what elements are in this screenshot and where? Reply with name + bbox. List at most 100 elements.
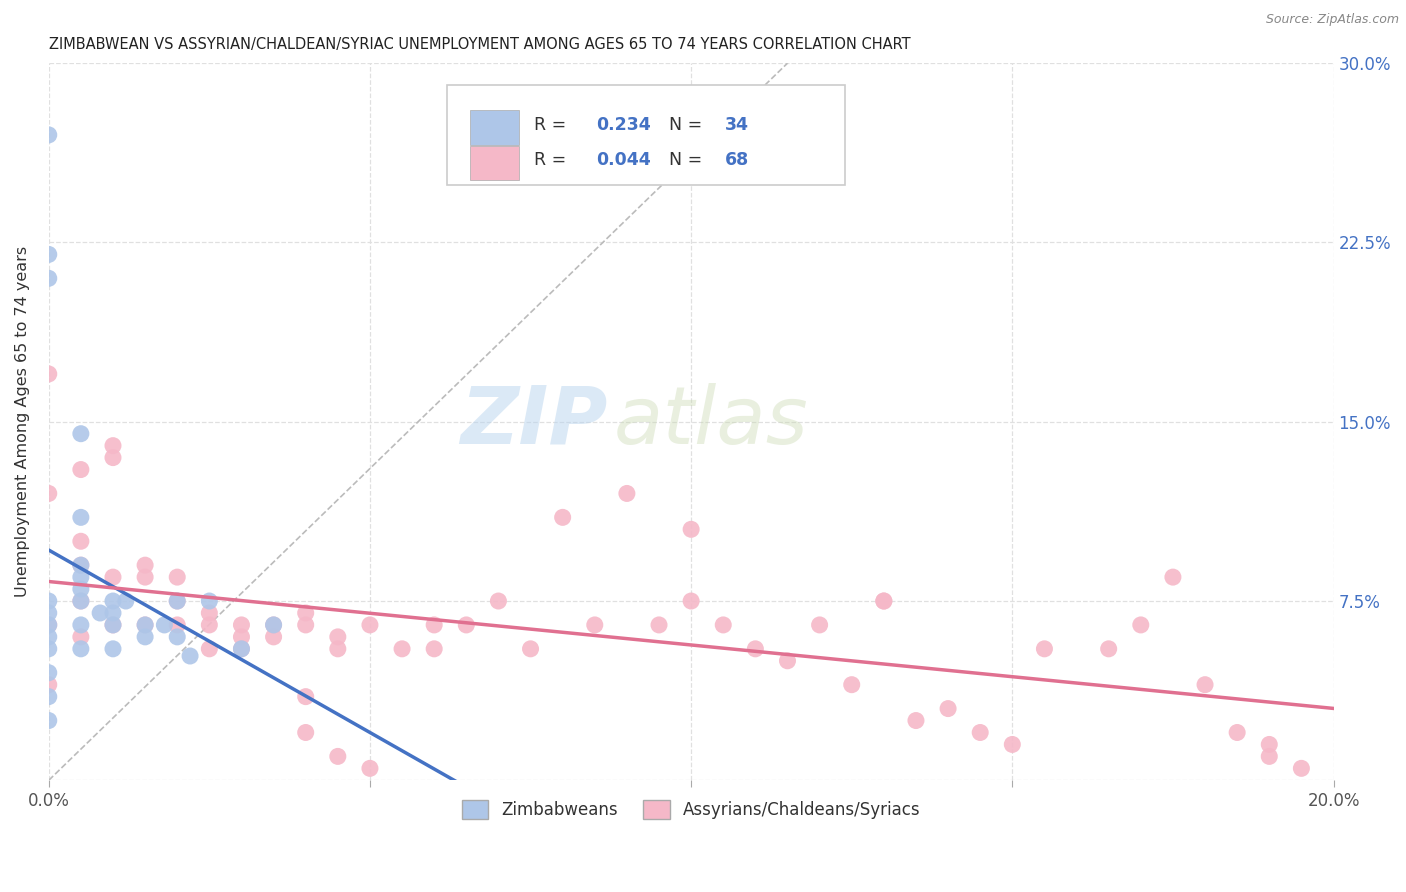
Text: Source: ZipAtlas.com: Source: ZipAtlas.com <box>1265 13 1399 27</box>
Point <box>263 618 285 632</box>
Point <box>38 678 60 692</box>
Point <box>38 618 60 632</box>
Point <box>1129 618 1152 632</box>
Point <box>263 630 285 644</box>
Text: R =: R = <box>534 151 572 169</box>
Point <box>326 749 349 764</box>
Point <box>70 534 93 549</box>
Point <box>294 690 316 704</box>
Point <box>231 641 253 656</box>
Point <box>423 641 446 656</box>
FancyBboxPatch shape <box>470 111 519 145</box>
Point <box>1258 749 1281 764</box>
Point <box>38 247 60 261</box>
Text: N =: N = <box>669 116 709 134</box>
Point <box>166 630 188 644</box>
Point <box>776 654 799 668</box>
Point <box>38 594 60 608</box>
Text: 68: 68 <box>724 151 749 169</box>
Point <box>263 618 285 632</box>
Point <box>711 618 734 632</box>
Point <box>359 761 381 775</box>
Point <box>101 618 124 632</box>
Text: 34: 34 <box>724 116 748 134</box>
Point <box>231 630 253 644</box>
Point <box>391 641 413 656</box>
Point <box>101 606 124 620</box>
Point <box>294 618 316 632</box>
Point <box>359 618 381 632</box>
Point <box>70 558 93 573</box>
Text: ZIMBABWEAN VS ASSYRIAN/CHALDEAN/SYRIAC UNEMPLOYMENT AMONG AGES 65 TO 74 YEARS CO: ZIMBABWEAN VS ASSYRIAN/CHALDEAN/SYRIAC U… <box>49 37 910 53</box>
Point <box>101 439 124 453</box>
Point <box>166 594 188 608</box>
Point <box>38 630 60 644</box>
Text: 0.044: 0.044 <box>596 151 651 169</box>
Point <box>681 522 703 536</box>
Point <box>101 618 124 632</box>
Text: ZIP: ZIP <box>460 383 607 461</box>
Point <box>153 618 176 632</box>
Text: R =: R = <box>534 116 572 134</box>
Point <box>166 570 188 584</box>
Point <box>648 618 671 632</box>
Point <box>231 618 253 632</box>
Point <box>70 570 93 584</box>
Point <box>198 606 221 620</box>
Point <box>134 558 156 573</box>
Point <box>134 618 156 632</box>
Point <box>873 594 896 608</box>
Point <box>198 594 221 608</box>
Point <box>70 558 93 573</box>
Point <box>808 618 831 632</box>
Point <box>134 570 156 584</box>
Point <box>38 618 60 632</box>
Point <box>969 725 991 739</box>
Point <box>101 641 124 656</box>
FancyBboxPatch shape <box>447 85 845 186</box>
Point <box>1033 641 1056 656</box>
Point <box>1258 738 1281 752</box>
Point <box>166 618 188 632</box>
Point <box>38 271 60 285</box>
Point <box>456 618 478 632</box>
Point <box>101 450 124 465</box>
Legend: Zimbabweans, Assyrians/Chaldeans/Syriacs: Zimbabweans, Assyrians/Chaldeans/Syriacs <box>454 793 928 826</box>
Point <box>519 641 541 656</box>
Point <box>38 714 60 728</box>
Point <box>70 510 93 524</box>
Point <box>744 641 766 656</box>
Point <box>1226 725 1249 739</box>
Point <box>70 582 93 596</box>
Point <box>38 690 60 704</box>
Point <box>70 594 93 608</box>
Point <box>583 618 606 632</box>
Point <box>70 618 93 632</box>
Point <box>114 594 136 608</box>
Point <box>38 641 60 656</box>
Point <box>551 510 574 524</box>
Point <box>423 618 446 632</box>
FancyBboxPatch shape <box>470 145 519 180</box>
Point <box>38 486 60 500</box>
Point <box>70 630 93 644</box>
Point <box>134 618 156 632</box>
Point <box>326 630 349 644</box>
Point <box>70 462 93 476</box>
Point <box>1291 761 1313 775</box>
Point <box>38 606 60 620</box>
Text: 0.234: 0.234 <box>596 116 651 134</box>
Point <box>1161 570 1184 584</box>
Point <box>841 678 863 692</box>
Y-axis label: Unemployment Among Ages 65 to 74 years: Unemployment Among Ages 65 to 74 years <box>15 246 30 598</box>
Point <box>134 630 156 644</box>
Point <box>681 594 703 608</box>
Point <box>904 714 927 728</box>
Point <box>179 648 201 663</box>
Point <box>1001 738 1024 752</box>
Point <box>326 641 349 656</box>
Point <box>101 570 124 584</box>
Text: atlas: atlas <box>614 383 808 461</box>
Point <box>198 618 221 632</box>
Point <box>294 725 316 739</box>
